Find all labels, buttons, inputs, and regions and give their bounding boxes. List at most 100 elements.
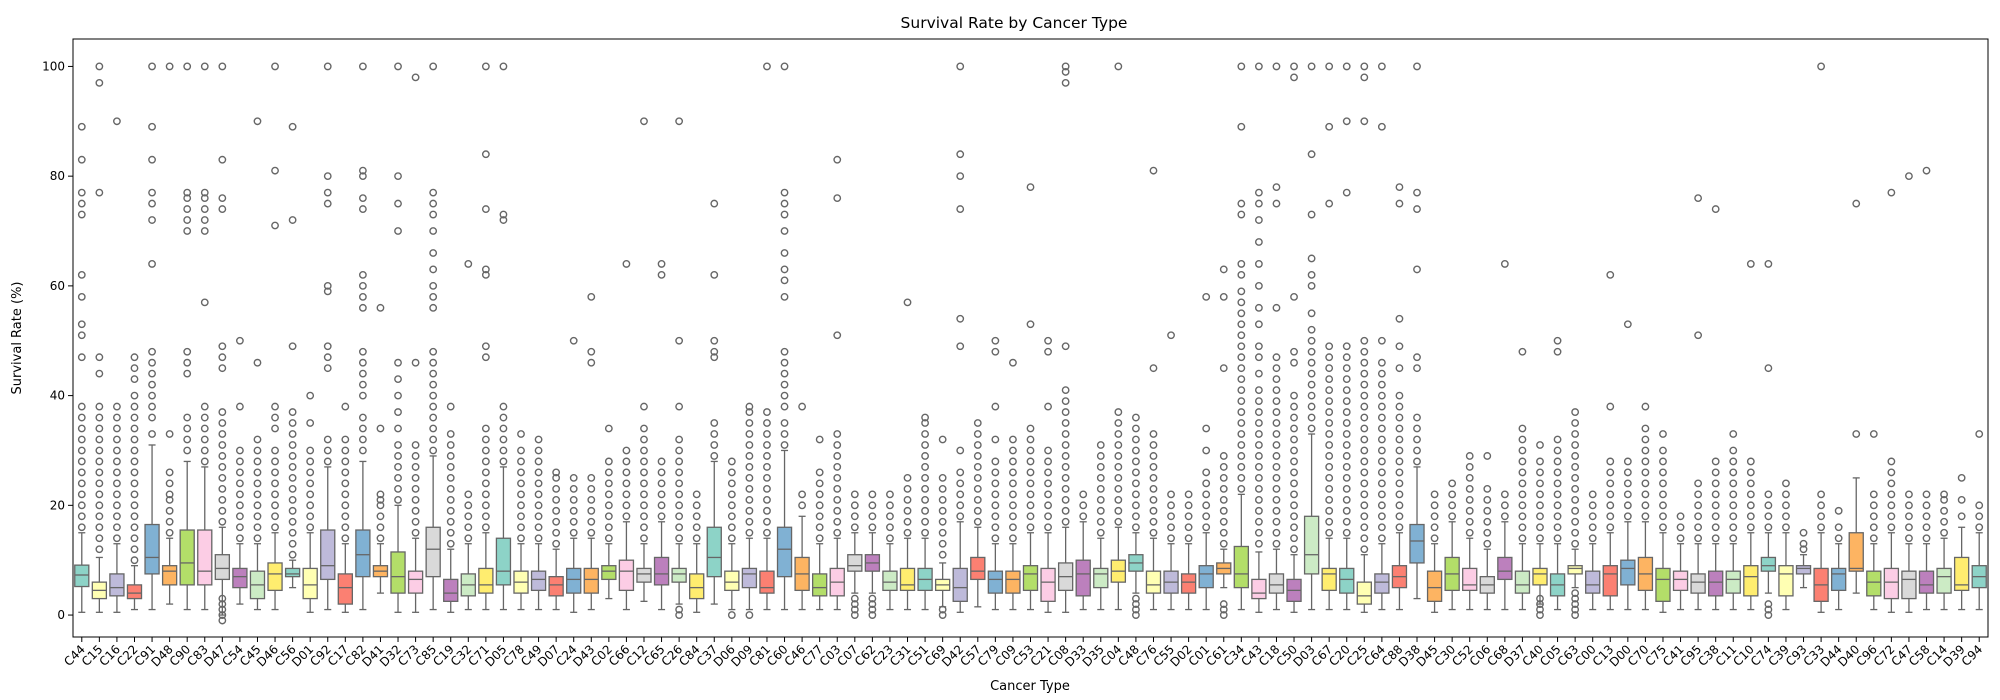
outlier-point	[1290, 413, 1298, 422]
outlier-point	[745, 402, 754, 411]
outlier-point	[1571, 495, 1580, 504]
outlier-point	[1114, 484, 1123, 493]
outlier-point	[534, 446, 543, 455]
outlier-point	[1290, 358, 1298, 367]
outlier-point	[1360, 358, 1369, 367]
outlier-point	[622, 260, 631, 268]
outlier-point	[938, 435, 947, 444]
outlier-point	[1483, 528, 1492, 537]
outlier-point	[745, 419, 754, 427]
outlier-point	[552, 484, 561, 493]
outlier-point	[1694, 523, 1703, 532]
iqr-box	[1708, 570, 1724, 597]
outlier-point	[675, 490, 684, 499]
outlier-point	[1975, 512, 1984, 521]
iqr-box	[1901, 570, 1917, 600]
iqr-box	[1830, 567, 1847, 592]
outlier-point	[1395, 199, 1404, 208]
outlier-point	[1430, 490, 1439, 499]
outlier-point	[464, 523, 473, 532]
outlier-point	[1254, 320, 1263, 329]
outlier-point	[411, 441, 420, 449]
outlier-point	[1360, 534, 1369, 543]
outlier-point	[1430, 523, 1439, 532]
iqr-box	[636, 567, 652, 583]
outlier-point	[640, 534, 648, 543]
outlier-point	[763, 419, 771, 427]
box-C19	[443, 402, 459, 613]
outlier-point	[1009, 501, 1017, 510]
outlier-point	[253, 501, 262, 510]
outlier-point	[833, 473, 842, 482]
outlier-point	[1729, 468, 1738, 477]
outlier-point	[1290, 347, 1298, 356]
outlier-point	[1360, 402, 1369, 411]
outlier-point	[77, 523, 86, 532]
outlier-point	[938, 484, 947, 493]
outlier-point	[1782, 490, 1790, 499]
box-C47	[1901, 172, 1917, 613]
box-C88	[1391, 183, 1408, 611]
outlier-point	[1887, 479, 1896, 488]
outlier-point	[1905, 172, 1913, 181]
outlier-point	[218, 205, 227, 213]
outlier-point	[1395, 435, 1404, 444]
outlier-point	[77, 292, 86, 301]
iqr-box	[74, 564, 90, 588]
outlier-point	[148, 358, 156, 367]
outlier-point	[1307, 62, 1316, 71]
outlier-point	[1746, 457, 1755, 466]
outlier-point	[1254, 369, 1263, 378]
outlier-point	[394, 62, 402, 71]
outlier-point	[517, 479, 525, 488]
outlier-point	[358, 380, 367, 389]
outlier-point	[1079, 490, 1088, 499]
outlier-point	[1887, 512, 1896, 521]
outlier-point	[77, 457, 86, 466]
outlier-point	[323, 342, 332, 351]
outlier-point	[938, 517, 947, 526]
outlier-point	[1026, 424, 1035, 433]
outlier-point	[1817, 62, 1825, 71]
outlier-point	[1764, 600, 1773, 608]
outlier-point	[1290, 545, 1298, 554]
outlier-point	[1360, 479, 1369, 488]
outlier-point	[1254, 260, 1263, 268]
outlier-point	[1746, 260, 1755, 268]
outlier-point	[622, 512, 631, 521]
outlier-point	[798, 402, 807, 411]
outlier-point	[218, 594, 227, 603]
outlier-point	[956, 468, 965, 477]
outlier-point	[1623, 457, 1632, 466]
outlier-point	[376, 495, 385, 504]
outlier-point	[1254, 238, 1263, 246]
box-C30	[1444, 479, 1460, 611]
outlier-point	[1536, 605, 1544, 614]
outlier-point	[236, 402, 244, 411]
outlier-point	[534, 501, 543, 510]
outlier-point	[1377, 122, 1386, 131]
outlier-point	[1237, 210, 1246, 219]
outlier-point	[218, 155, 227, 164]
outlier-point	[1395, 523, 1404, 532]
box-C37	[706, 199, 722, 605]
outlier-point	[341, 490, 350, 499]
outlier-point	[938, 611, 947, 619]
outlier-point	[1114, 463, 1123, 471]
outlier-point	[780, 358, 789, 367]
iqr-box	[987, 570, 1004, 594]
outlier-point	[569, 528, 578, 537]
outlier-point	[464, 512, 473, 521]
box-C01	[1198, 292, 1214, 611]
outlier-point	[1377, 523, 1386, 532]
outlier-point	[1905, 523, 1913, 532]
outlier-point	[1465, 495, 1474, 504]
box-D01	[302, 391, 318, 613]
outlier-point	[183, 435, 192, 444]
outlier-point	[236, 446, 244, 455]
outlier-point	[1606, 501, 1615, 510]
outlier-point	[780, 199, 789, 208]
outlier-point	[833, 484, 842, 493]
outlier-point	[622, 468, 631, 477]
outlier-point	[1395, 413, 1404, 422]
